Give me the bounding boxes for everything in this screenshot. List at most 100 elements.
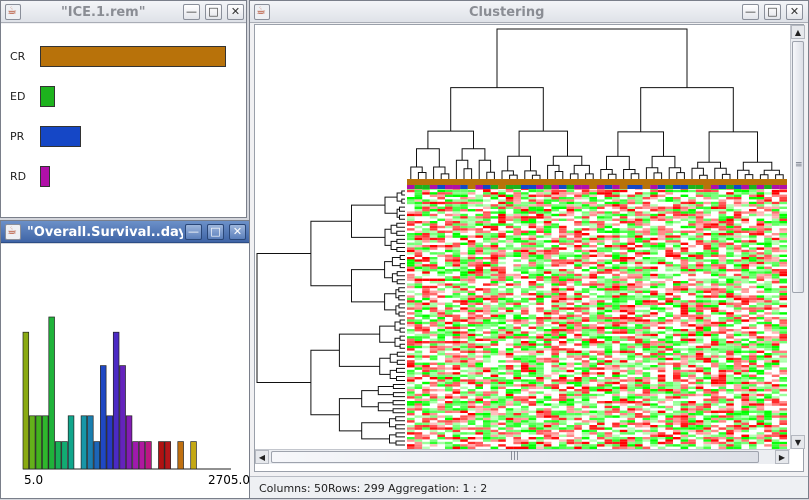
histogram-bar[interactable]	[80, 415, 88, 470]
category-bar[interactable]	[40, 86, 55, 107]
minimize-icon[interactable]: —	[183, 4, 200, 20]
heatmap-cell	[559, 319, 567, 322]
scroll-right-icon[interactable]: ▶	[775, 450, 789, 464]
category-bar[interactable]	[40, 166, 50, 187]
horizontal-scroll-thumb[interactable]: |||	[271, 451, 759, 463]
heatmap-cell	[597, 336, 605, 339]
column-group-cell	[566, 185, 575, 189]
row-dendrogram[interactable]	[256, 190, 405, 446]
histogram-bar[interactable]	[42, 415, 49, 470]
heatmap-cell	[779, 326, 787, 329]
heatmap-cell	[749, 225, 757, 229]
histogram-bar[interactable]	[61, 441, 68, 470]
histogram-bar[interactable]	[138, 441, 146, 470]
histogram-bar[interactable]	[125, 415, 133, 470]
heatmap-cell	[703, 393, 711, 397]
response-window-titlebar[interactable]: "ICE.1.rem" — □ ✕	[1, 1, 246, 23]
heatmap-cell	[407, 276, 415, 279]
vertical-scroll-thumb[interactable]: ≡	[792, 41, 804, 293]
heatmap-cell	[414, 321, 423, 325]
histogram-bar[interactable]	[100, 365, 107, 470]
heatmap-cell	[475, 372, 483, 375]
heatmap-cell	[711, 221, 719, 224]
category-bar[interactable]	[40, 46, 226, 67]
histogram-bar[interactable]	[67, 415, 75, 470]
survival-window-titlebar[interactable]: "Overall.Survival..days — □ ✕	[1, 221, 250, 243]
heatmap-cell	[581, 379, 590, 382]
maximize-icon[interactable]: □	[205, 4, 222, 20]
java-cup-icon[interactable]	[5, 224, 21, 240]
histogram-bar[interactable]	[35, 415, 42, 470]
histogram-bar[interactable]	[119, 365, 126, 470]
close-icon[interactable]: ✕	[229, 224, 246, 240]
maximize-icon[interactable]: □	[207, 224, 224, 240]
heatmap-cell	[445, 362, 453, 365]
maximize-icon[interactable]: □	[764, 4, 781, 20]
java-cup-icon[interactable]	[254, 4, 270, 20]
histogram-bar[interactable]	[145, 441, 152, 470]
column-group-cell	[627, 185, 635, 189]
heatmap-cell	[437, 283, 445, 286]
heatmap-cell	[574, 221, 582, 224]
heatmap-cell	[612, 341, 620, 344]
histogram-bar[interactable]	[164, 441, 171, 470]
histogram-bar[interactable]	[106, 415, 113, 470]
java-cup-icon[interactable]	[5, 4, 21, 20]
heatmap-cell	[673, 237, 681, 241]
clustering-window-titlebar[interactable]: Clustering — □ ✕	[250, 1, 808, 23]
heatmap-cell	[422, 285, 430, 289]
heatmap-cell	[452, 348, 461, 351]
heatmap-cell	[498, 439, 506, 442]
heatmap-cell	[749, 324, 757, 327]
heatmap-cell	[741, 355, 749, 358]
heatmap-cell	[673, 281, 681, 284]
heatmap-cell	[741, 410, 749, 413]
horizontal-scrollbar[interactable]: ◀ ||| ▶	[255, 449, 790, 464]
scroll-down-icon[interactable]: ▼	[791, 435, 805, 449]
histogram-bar[interactable]	[132, 441, 139, 470]
minimize-icon[interactable]: —	[742, 4, 759, 20]
heatmap-cell	[779, 422, 787, 425]
minimize-icon[interactable]: —	[185, 224, 202, 240]
heatmap-cell	[711, 300, 719, 303]
heatmap-cell	[559, 259, 567, 262]
heatmap-cell	[771, 242, 780, 245]
histogram-bar[interactable]	[29, 415, 36, 470]
histogram-bar[interactable]	[48, 316, 55, 470]
histogram-bar[interactable]	[22, 331, 30, 470]
heatmap-cell	[612, 302, 620, 305]
histogram-bar[interactable]	[158, 441, 165, 470]
heatmap-cell	[581, 420, 590, 423]
heatmap-cell	[490, 413, 499, 416]
heatmap-cell	[665, 266, 673, 269]
histogram-bar[interactable]	[177, 441, 184, 470]
heatmap-cell	[771, 269, 780, 272]
histogram-bar[interactable]	[87, 415, 94, 470]
histogram-bar[interactable]	[190, 441, 197, 470]
scroll-left-icon[interactable]: ◀	[255, 450, 269, 464]
column-group-cell	[673, 185, 681, 189]
heatmap-cell	[528, 206, 537, 209]
heatmap-cell	[543, 413, 552, 416]
vertical-scrollbar[interactable]: ▲ ≡ ▼	[790, 25, 805, 449]
heatmap-cell	[749, 343, 757, 346]
column-dendrogram[interactable]	[410, 28, 784, 179]
heatmap-cell	[460, 194, 468, 197]
heatmap-cell	[695, 218, 704, 221]
heatmap-cell	[574, 192, 582, 195]
dendrogram-link	[398, 311, 405, 317]
close-icon[interactable]: ✕	[786, 4, 803, 20]
category-bar[interactable]	[40, 126, 81, 147]
histogram-bar[interactable]	[93, 441, 101, 470]
clustering-canvas[interactable]	[255, 25, 790, 449]
heatmap-cell	[513, 441, 521, 445]
histogram-bar[interactable]	[54, 441, 62, 470]
close-icon[interactable]: ✕	[227, 4, 244, 20]
heatmap-cell	[619, 295, 628, 298]
heatmap-cell	[695, 353, 704, 356]
heatmap[interactable]	[407, 185, 787, 449]
histogram-bar[interactable]	[112, 331, 120, 470]
scroll-up-icon[interactable]: ▲	[791, 25, 805, 39]
column-group-strip	[407, 179, 787, 189]
heatmap-cell	[711, 360, 719, 363]
